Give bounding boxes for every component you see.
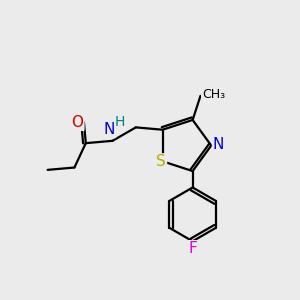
Text: H: H: [115, 115, 125, 129]
Text: CH₃: CH₃: [202, 88, 225, 101]
Text: N: N: [104, 122, 115, 137]
Text: F: F: [188, 241, 197, 256]
Text: S: S: [156, 154, 166, 169]
Text: O: O: [71, 115, 83, 130]
Text: N: N: [213, 137, 224, 152]
